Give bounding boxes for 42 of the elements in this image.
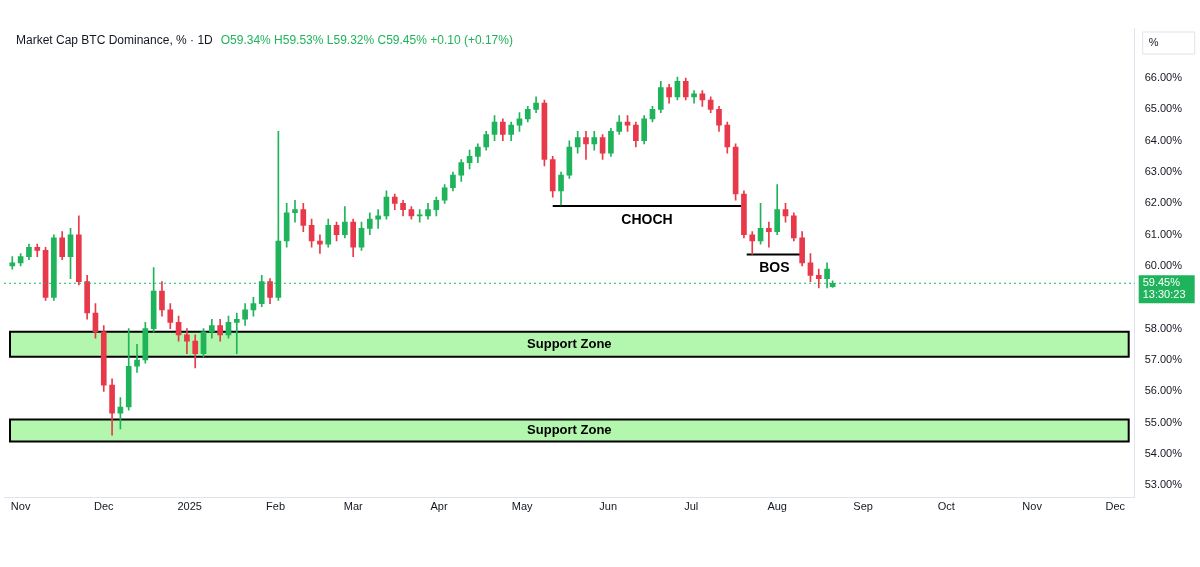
chart-title: Market Cap BTC Dominance, % · 1D — [16, 33, 213, 47]
x-tick-label: Aug — [767, 500, 787, 513]
x-tick-label: Jul — [684, 500, 699, 513]
x-tick-label: Sep — [853, 500, 873, 513]
band-label: Support Zone — [527, 335, 612, 351]
text: 13:30:23 — [1142, 288, 1186, 301]
x-tick-label: Jun — [599, 500, 618, 513]
annotation: CHOCH — [621, 210, 673, 227]
x-tick-label: 2025 — [177, 500, 202, 513]
candlestick — [233, 312, 240, 355]
y-tick-label: 55.00% — [1144, 415, 1183, 428]
y-tick-label: 63.00% — [1144, 165, 1183, 178]
candlestick — [815, 268, 822, 289]
y-tick-label: 56.00% — [1144, 384, 1183, 397]
ref-line-label: 59.45% — [1142, 276, 1181, 289]
y-tick-label: 65.00% — [1144, 102, 1183, 115]
x-tick-label: May — [511, 500, 534, 513]
x-tick-label: Dec — [93, 500, 115, 513]
x-tick-label: Mar — [343, 500, 363, 513]
y-tick-label: 53.00% — [1144, 478, 1183, 491]
x-tick-label: Oct — [937, 500, 955, 513]
x-tick-label: Dec — [1105, 500, 1126, 513]
chart-subtitle: O59.34% H59.53% L59.32% C59.45% +0.10 (+0.17%) — [220, 33, 513, 47]
x-tick-label: Feb — [266, 500, 286, 513]
y-tick-label: 66.00% — [1144, 71, 1183, 84]
candlestick — [583, 131, 589, 160]
x-tick-label: Apr — [430, 500, 448, 513]
y-tick-label: 62.00% — [1144, 196, 1183, 209]
y-tick-label: 61.00% — [1144, 227, 1183, 240]
candlestick — [134, 344, 140, 373]
y-tick-label: 64.00% — [1144, 133, 1183, 146]
y-tick-label: 54.00% — [1144, 446, 1183, 459]
annotation: BOS — [759, 259, 790, 276]
text: % — [1148, 36, 1159, 49]
band-label: Support Zone — [527, 422, 612, 438]
x-tick-label: Nov — [1022, 500, 1043, 513]
x-tick-label: Nov — [10, 500, 31, 513]
y-tick-label: 57.00% — [1144, 353, 1183, 366]
y-tick-label: 58.00% — [1144, 321, 1183, 334]
candlestick — [766, 221, 772, 248]
y-tick-label: 60.00% — [1144, 259, 1183, 272]
candlestick — [292, 199, 298, 223]
